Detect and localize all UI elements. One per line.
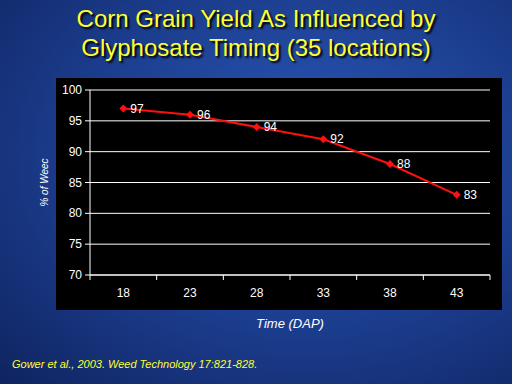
y-tick [85,213,90,214]
x-tick-label: 23 [183,286,197,300]
y-tick-label: 80 [69,206,83,220]
grid-line [90,120,490,121]
data-label: 97 [130,102,144,116]
x-tick-label: 43 [450,286,464,300]
marker [319,135,327,143]
y-tick-label: 75 [69,237,83,251]
x-tick-label: 33 [317,286,331,300]
x-tick [423,275,424,280]
data-label: 92 [330,132,344,146]
x-tick-label: 18 [117,286,131,300]
marker [186,111,194,119]
y-tick [85,275,90,276]
y-axis [90,90,91,275]
marker [253,123,261,131]
x-tick [490,275,491,280]
data-label: 96 [197,108,211,122]
marker [119,105,127,113]
plot-background [56,78,502,310]
grid-line [90,151,490,152]
grid-line [90,213,490,214]
x-tick-label: 28 [250,286,264,300]
marker [453,191,461,199]
y-axis-label: % of Weec [39,158,50,206]
x-tick [356,275,357,280]
y-tick-label: 90 [69,145,83,159]
y-tick-label: 70 [69,268,83,282]
x-tick [223,275,224,280]
grid-line [90,244,490,245]
y-tick-label: 95 [69,114,83,128]
y-tick [85,182,90,183]
y-tick-label: 85 [69,176,83,190]
data-label: 94 [264,120,278,134]
data-label: 83 [464,188,478,202]
title: Corn Grain Yield As Influenced by Glypho… [46,4,466,62]
y-tick-label: 100 [62,83,82,97]
x-axis-label: Time (DAP) [256,316,324,331]
x-tick [90,275,91,280]
data-group [119,105,460,199]
x-tick [156,275,157,280]
x-tick [290,275,291,280]
marker [386,160,394,168]
y-tick [85,151,90,152]
y-tick [85,120,90,121]
source-note: Gower et al., 2003. Weed Technology 17:8… [12,358,257,370]
x-tick-label: 38 [383,286,397,300]
grid-line [90,90,490,91]
y-tick [85,90,90,91]
y-tick [85,244,90,245]
data-label: 88 [397,157,411,171]
series-line [123,109,456,195]
